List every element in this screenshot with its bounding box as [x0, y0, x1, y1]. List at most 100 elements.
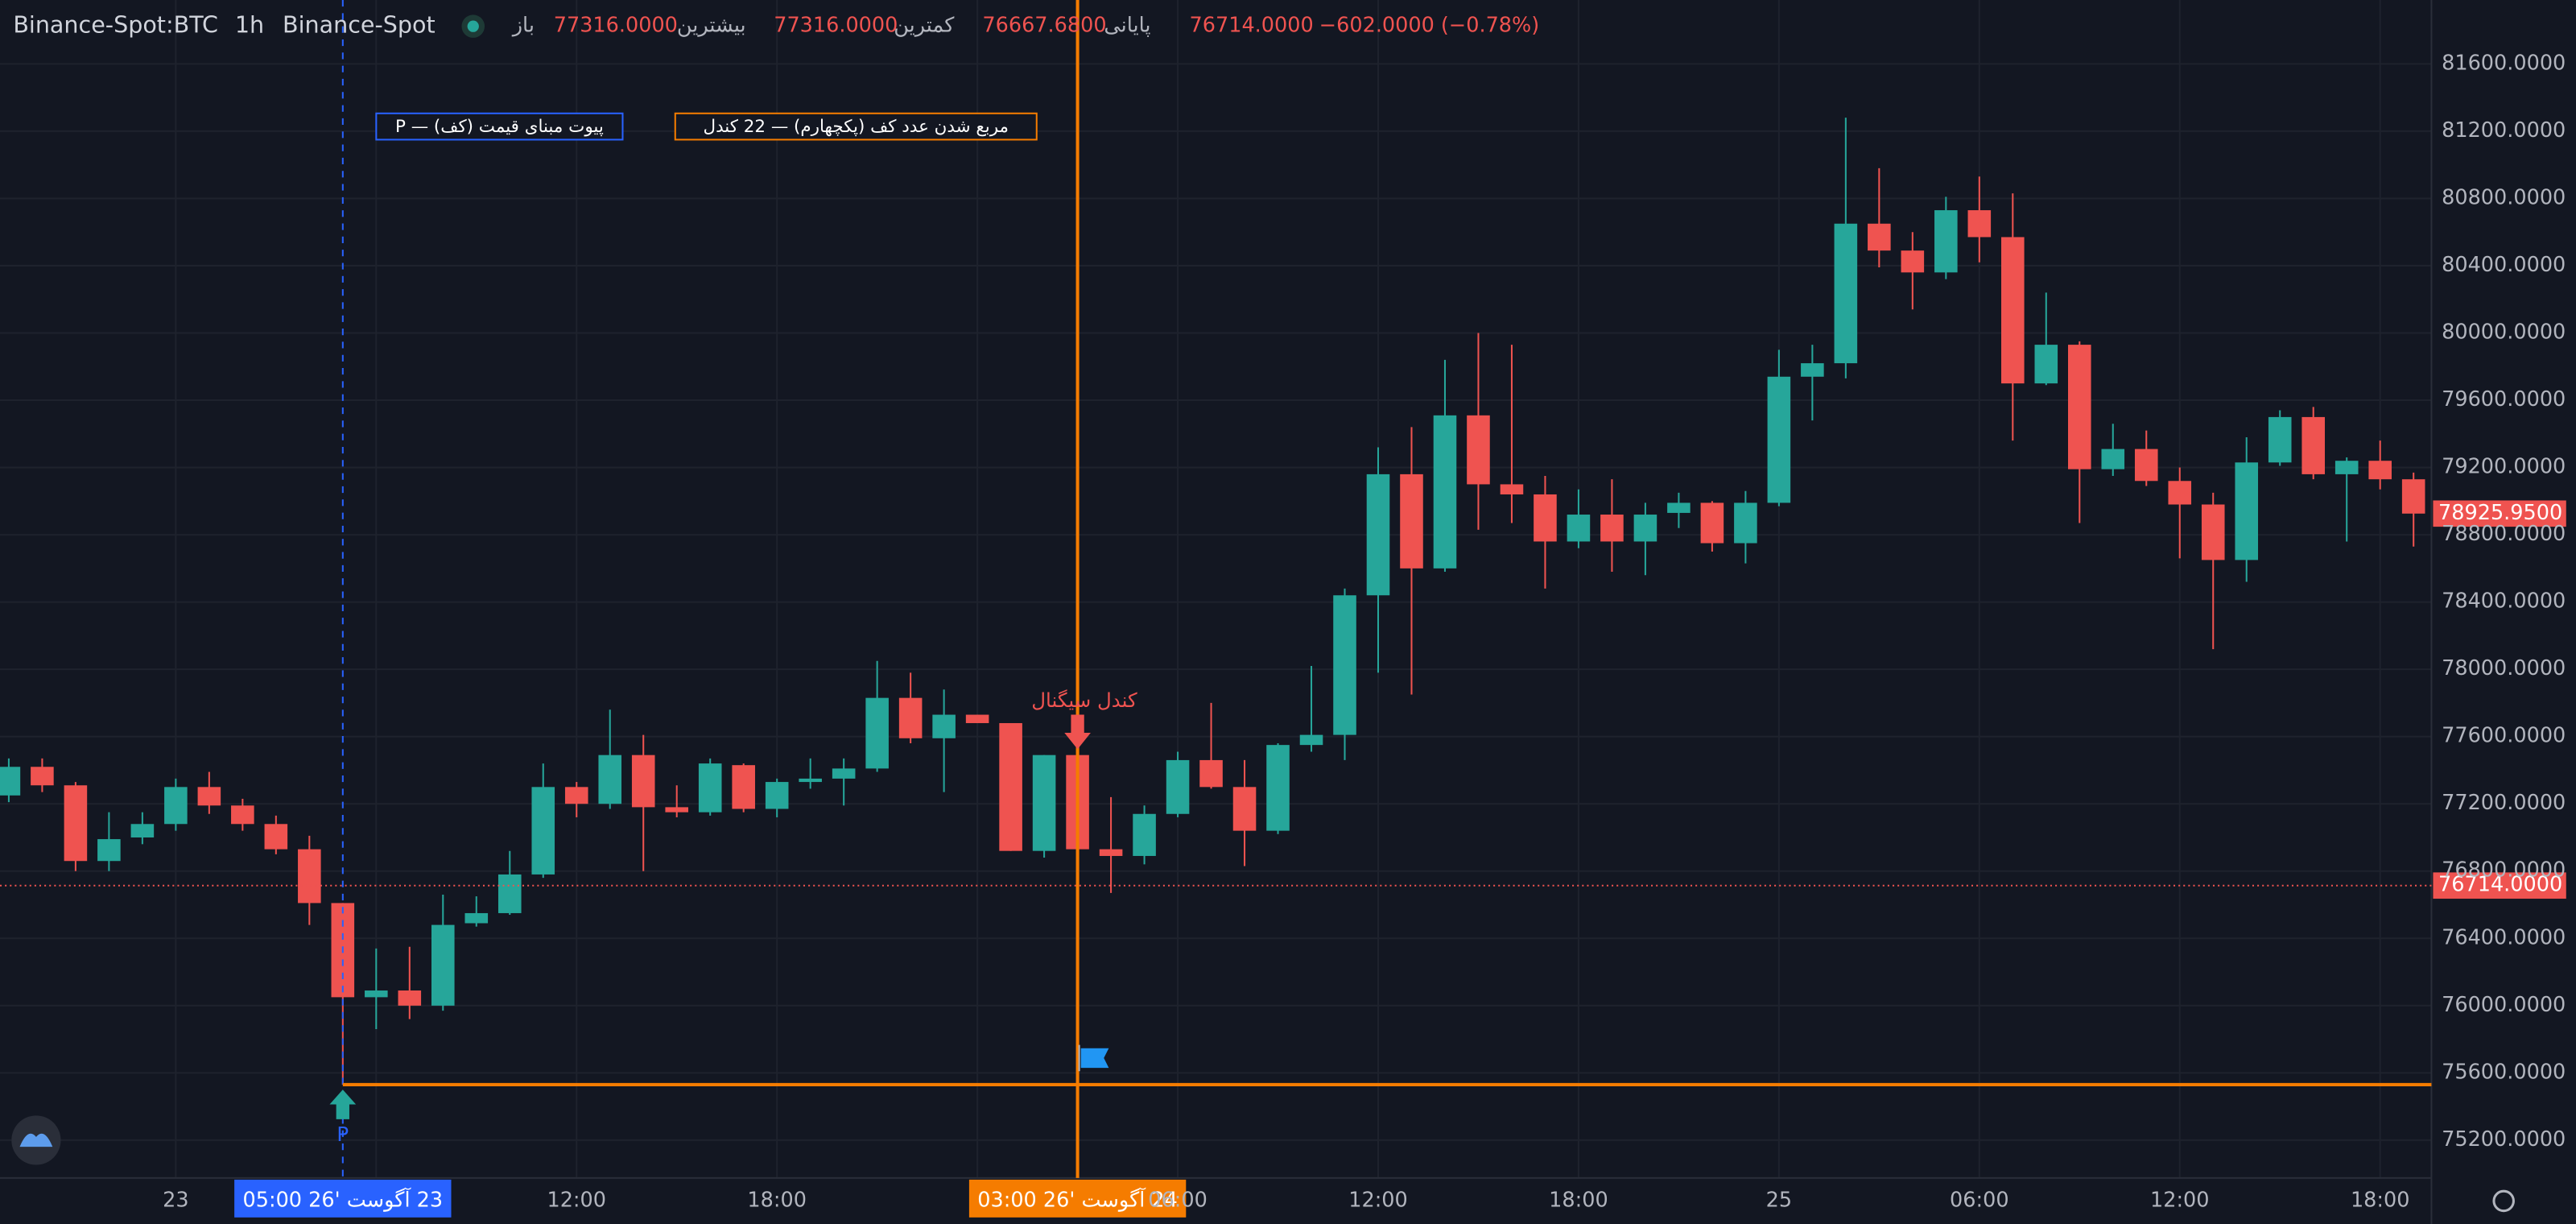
candle-body [2101, 449, 2125, 469]
ohlc-label: باز [511, 14, 535, 38]
y-tick-label: 80400.0000 [2442, 253, 2566, 277]
candle-body [1232, 787, 1257, 831]
last-price-box [2433, 500, 2566, 527]
pivot-box [375, 112, 624, 141]
y-tick-label: 79600.0000 [2442, 387, 2566, 411]
y-tick-label: 78800.0000 [2442, 522, 2566, 546]
ohlc-value: 77316.0000 [774, 14, 898, 38]
candle-body [497, 874, 522, 913]
pivot-time: 23 آگوست '26 05:00 [243, 1187, 444, 1212]
y-tick-label: 80000.0000 [2442, 320, 2566, 344]
candle-body [531, 787, 555, 875]
candle-body [1600, 515, 1624, 542]
candle-body [1700, 502, 1724, 544]
candle-body [999, 722, 1022, 851]
candle-body [64, 785, 88, 862]
ohlc-value: 76667.6800 [982, 14, 1106, 38]
candle-body [2401, 479, 2425, 514]
candle-body [665, 807, 688, 813]
candle-body [598, 755, 622, 804]
candle-body [1099, 849, 1123, 856]
candle-body [2134, 449, 2158, 482]
candle-body [631, 755, 655, 808]
x-tick-label: 23 [163, 1188, 188, 1212]
y-tick-label: 76400.0000 [2442, 925, 2566, 949]
candle-body [1133, 813, 1156, 856]
signal-time-box [968, 1179, 1187, 1218]
interval[interactable]: 1h [235, 11, 264, 39]
pivot-box-text: P — پیوت مبنای قیمت (کف) [395, 117, 604, 137]
candle-body [1433, 415, 1457, 569]
candle-body [1801, 363, 1824, 377]
candle-body [0, 767, 21, 796]
y-tick-label: 77600.0000 [2442, 724, 2566, 748]
signal-time: 24 آگوست '26 03:00 [977, 1187, 1178, 1212]
candle-body [1266, 745, 1290, 831]
candle-body [898, 697, 923, 738]
candle-body [1534, 494, 1557, 542]
candle-body [1567, 515, 1591, 542]
y-tick-label: 78000.0000 [2442, 656, 2566, 680]
x-tick-label: 06:00 [1148, 1188, 1208, 1212]
candle-body [264, 824, 288, 850]
candle-body [1734, 502, 1757, 544]
count-box-text: مربع شدن عدد کف (پکچهارم) — 22 کندل [704, 117, 1009, 137]
candle-body [1166, 759, 1190, 814]
candle-body [1868, 223, 1891, 251]
pivot-arrow [329, 1090, 357, 1119]
candle-body [1901, 250, 1925, 273]
candle-body [31, 767, 54, 786]
symbol[interactable]: Binance-Spot:BTC [13, 11, 218, 39]
candle-body [464, 912, 489, 924]
ohlc-label: بیشترین [677, 14, 746, 38]
candle-body [365, 990, 388, 998]
flag [1080, 1048, 1109, 1069]
pivot-marker: P [336, 1123, 349, 1146]
candle-body [298, 849, 321, 904]
pivot-time-box [234, 1179, 452, 1218]
candle-body [799, 778, 822, 783]
crosshair-price-box [2433, 872, 2566, 899]
last-price-label: 78925.9500 [2438, 501, 2562, 525]
y-tick-label: 75600.0000 [2442, 1060, 2566, 1084]
candle-body [1633, 515, 1657, 542]
candle-body [197, 787, 221, 806]
candle-body [1967, 210, 1992, 238]
x-tick-label: 18:00 [2351, 1188, 2410, 1212]
y-tick-label: 79200.0000 [2442, 455, 2566, 479]
x-tick-label: 12:00 [2150, 1188, 2210, 1212]
count-box [674, 112, 1038, 141]
y-tick-label: 75200.0000 [2442, 1127, 2566, 1152]
ohlc-value: 76714.0000 [1190, 14, 1314, 38]
candle-body [1767, 376, 1791, 503]
ohlc-values: باز 77316.0000 بیشترین 77316.0000 کمترین… [511, 14, 1539, 38]
candle-body [1199, 759, 1223, 788]
ohlc-label: پایانی [1104, 14, 1150, 38]
candle-body [865, 697, 889, 769]
candle-body [2001, 237, 2025, 384]
candle-body [1834, 223, 1858, 364]
y-tick-label: 81600.0000 [2442, 51, 2566, 75]
x-tick-label: 06:00 [1950, 1188, 2009, 1212]
settings-icon[interactable] [2492, 1189, 2515, 1213]
signal-label: کندل سیگنال [1031, 688, 1137, 712]
candle-body [2334, 461, 2359, 474]
candle-body [765, 782, 789, 809]
candle-body [832, 768, 856, 779]
candle-body [2068, 345, 2091, 469]
x-tick-label: 18:00 [1549, 1188, 1608, 1212]
candle-body [932, 714, 956, 738]
candle-body [1934, 210, 1958, 273]
candle-body [2235, 462, 2259, 560]
candle-body [1333, 595, 1356, 735]
x-tick-label: 18:00 [747, 1188, 807, 1212]
candle-body [2368, 461, 2392, 480]
x-tick-label: 12:00 [1348, 1188, 1408, 1212]
candle-body [564, 787, 588, 804]
y-tick-label: 76800.0000 [2442, 858, 2566, 883]
candle-body [1299, 734, 1323, 746]
x-tick-label: 25 [1766, 1188, 1792, 1212]
